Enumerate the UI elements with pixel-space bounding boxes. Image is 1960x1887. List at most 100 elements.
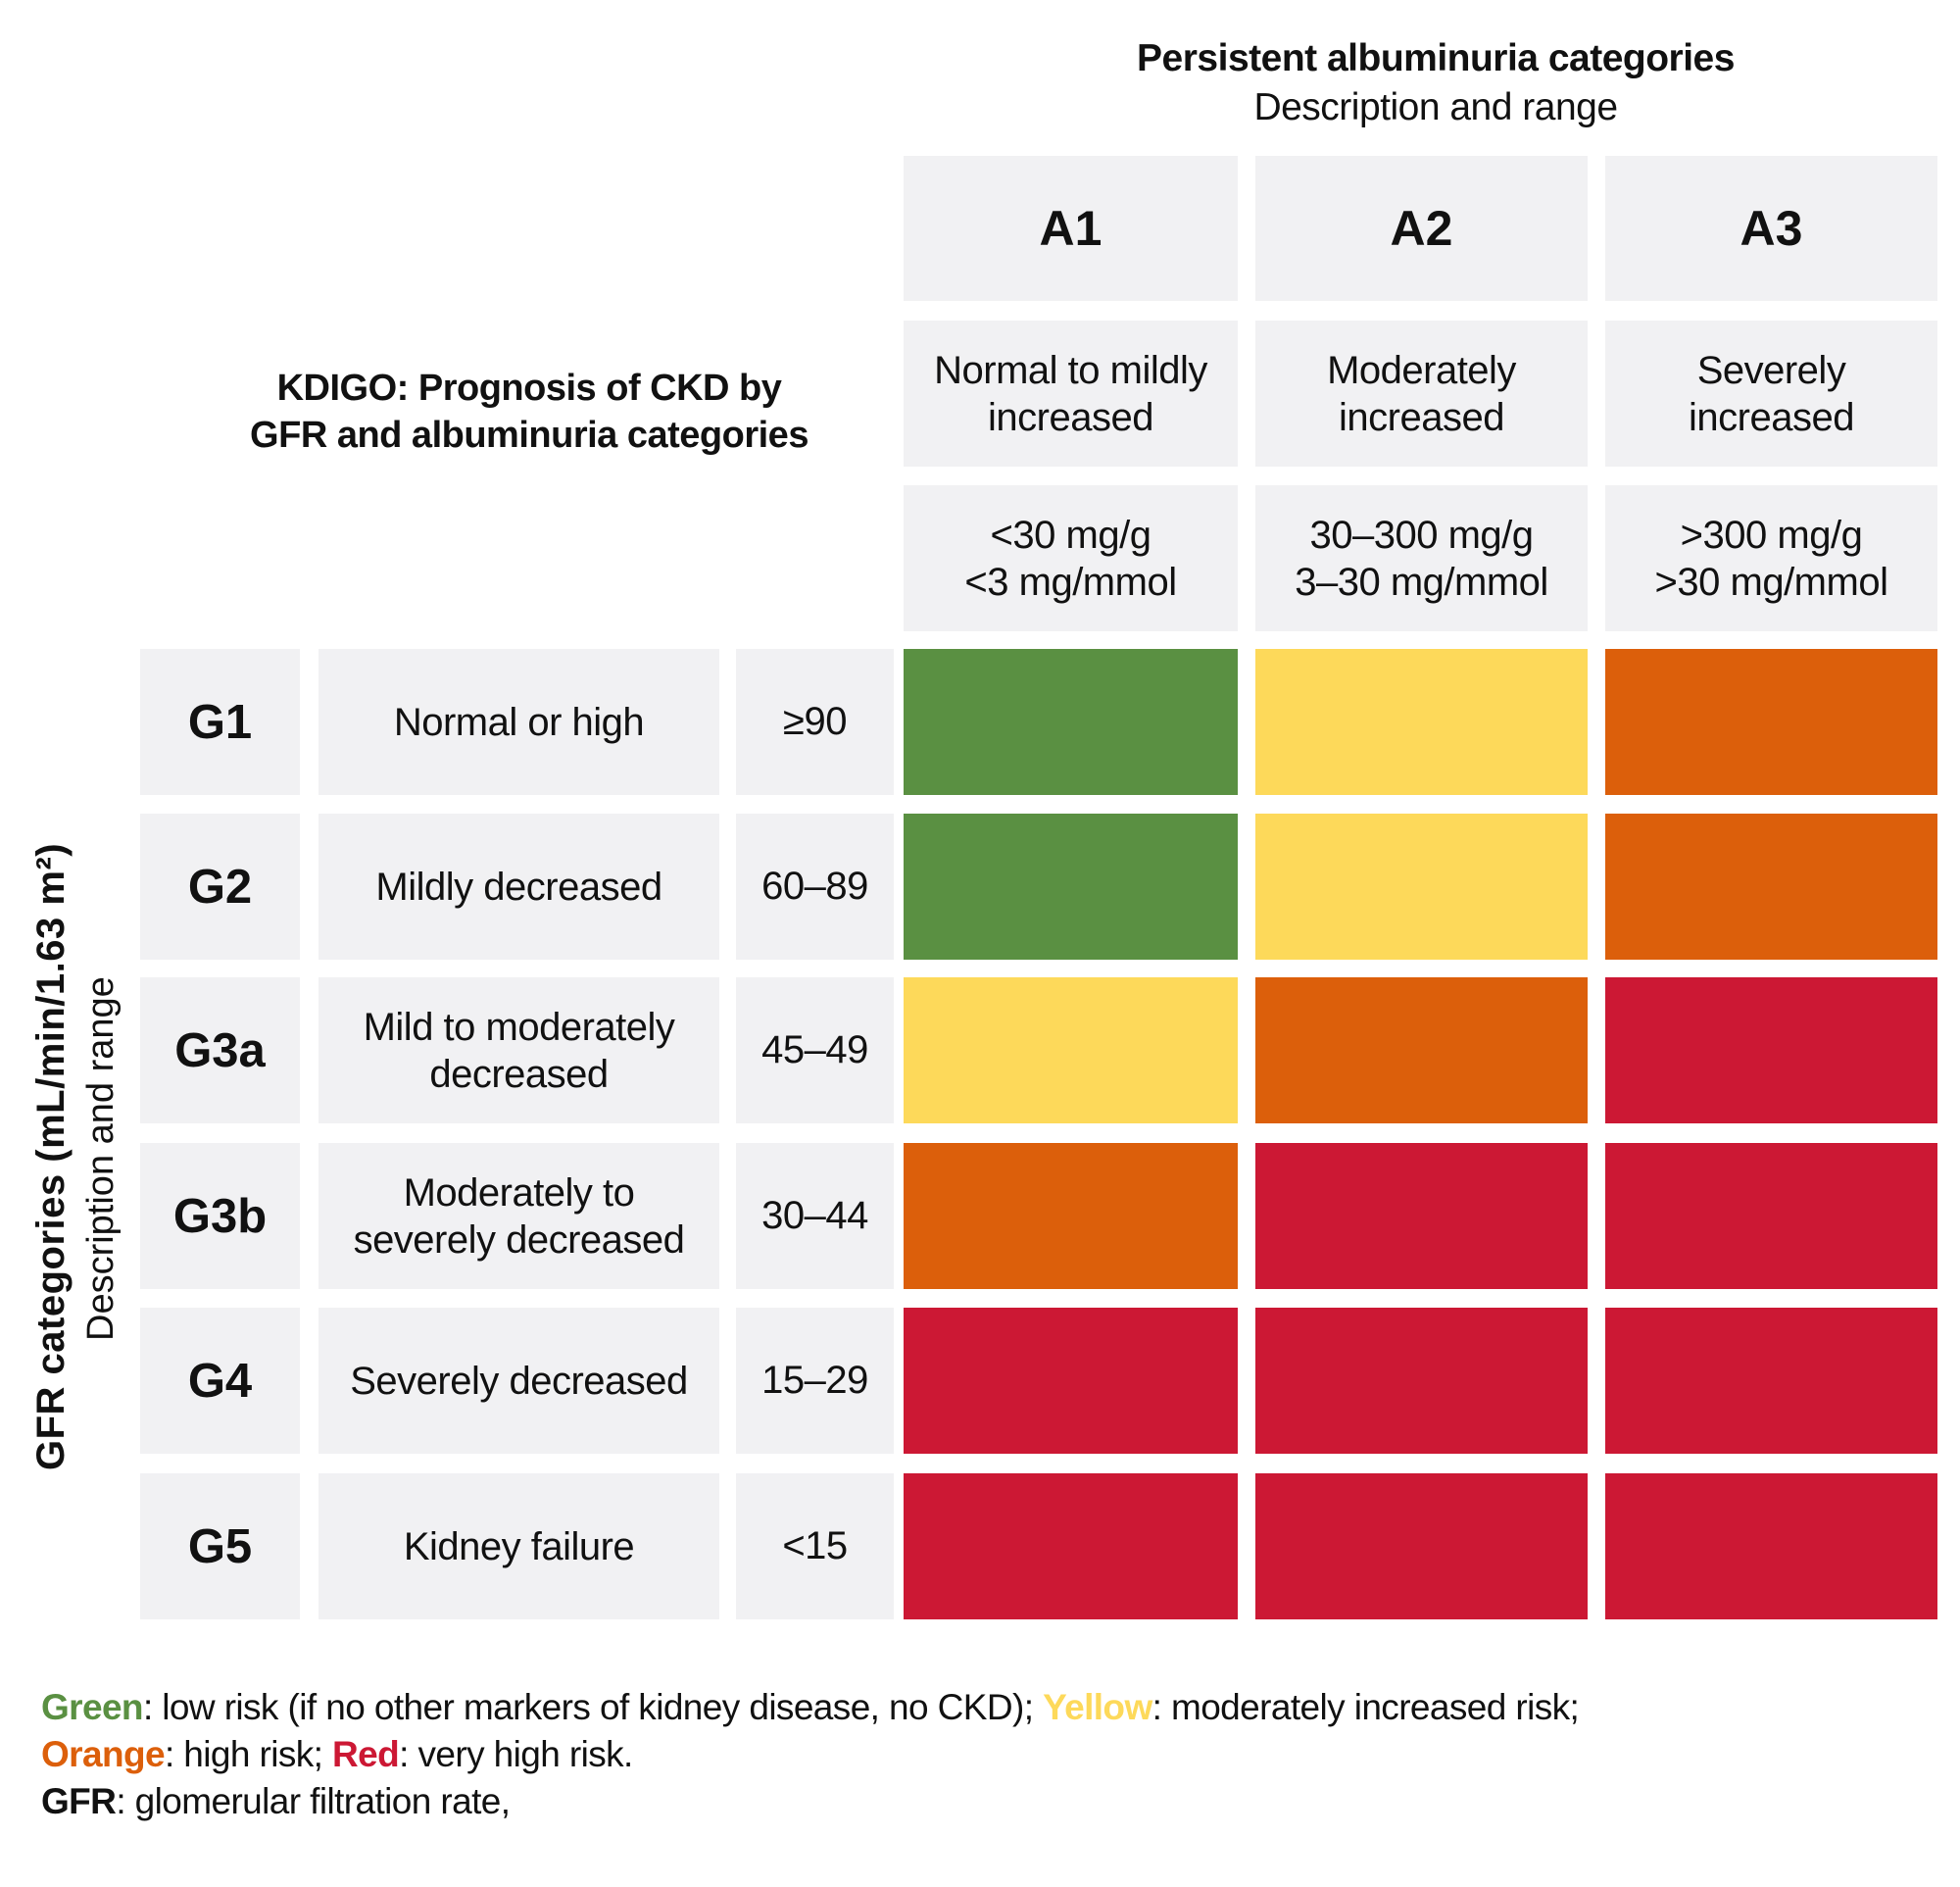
- risk-cell-g1-a1-green: [904, 649, 1238, 795]
- legend-red-text: : very high risk.: [399, 1734, 633, 1774]
- gfr-description: Kidney failure: [403, 1523, 635, 1570]
- gfr-axis-title: GFR categories (mL/min/1.63 m²): [29, 842, 73, 1470]
- chart-title-line-2: GFR and albuminuria categories: [250, 415, 808, 456]
- risk-cell-g5-a1-red: [904, 1473, 1238, 1619]
- albuminuria-range: 30–300 mg/g 3–30 mg/mmol: [1295, 512, 1548, 606]
- albuminuria-code: A1: [1039, 201, 1102, 256]
- risk-cell-g3b-a2-red: [1255, 1143, 1588, 1289]
- gfr-description-cell: Moderately to severely decreased: [318, 1143, 719, 1289]
- albuminuria-range-cell: <30 mg/g <3 mg/mmol: [904, 485, 1238, 631]
- gfr-description: Normal or high: [393, 699, 645, 746]
- risk-cell-g2-a3-orange: [1605, 814, 1937, 960]
- gfr-code: G5: [187, 1519, 253, 1573]
- albuminuria-range-line: 3–30 mg/mmol: [1295, 560, 1548, 604]
- risk-cell-g5-a3-red: [1605, 1473, 1937, 1619]
- gfr-axis-subtitle: Description and range: [80, 976, 122, 1341]
- gfr-description-line: Mild to moderately: [363, 1005, 675, 1049]
- gfr-range: 60–89: [761, 865, 868, 908]
- gfr-range: ≥90: [783, 700, 847, 743]
- gfr-description: Mild to moderately decreased: [364, 1004, 675, 1098]
- gfr-code: G1: [187, 695, 253, 749]
- risk-cell-g4-a3-red: [1605, 1308, 1937, 1454]
- legend-line-2: Orange: high risk; Red: very high risk.: [41, 1731, 1579, 1778]
- gfr-range: <15: [782, 1524, 848, 1567]
- albuminuria-description-line: Normal to mildly: [934, 348, 1207, 392]
- gfr-code-cell: G2: [140, 814, 300, 960]
- gfr-range-cell: 15–29: [736, 1308, 894, 1454]
- albuminuria-range-line: <3 mg/mmol: [964, 560, 1177, 604]
- albuminuria-range-line: <30 mg/g: [990, 513, 1152, 557]
- albuminuria-header-title: Persistent albuminuria categories: [1137, 37, 1735, 79]
- gfr-code: G3b: [172, 1189, 268, 1243]
- gfr-range-cell: 60–89: [736, 814, 894, 960]
- albuminuria-description-line: Moderately: [1327, 348, 1516, 392]
- legend-gfr-label: GFR: [41, 1781, 117, 1821]
- gfr-description-line: Severely decreased: [350, 1359, 688, 1403]
- albuminuria-description: Severely increased: [1689, 347, 1854, 441]
- gfr-code: G2: [187, 860, 253, 914]
- legend-yellow-label: Yellow: [1043, 1687, 1152, 1727]
- legend-green-label: Green: [41, 1687, 144, 1727]
- legend-line-1: Green: low risk (if no other markers of …: [41, 1684, 1580, 1731]
- gfr-range: 45–49: [761, 1028, 868, 1071]
- chart-title-line-1: KDIGO: Prognosis of CKD by: [276, 368, 782, 409]
- albuminuria-description-line: Severely: [1696, 348, 1846, 392]
- gfr-description-cell: Mildly decreased: [318, 814, 719, 960]
- albuminuria-description: Moderately increased: [1327, 347, 1516, 441]
- risk-cell-g2-a1-green: [904, 814, 1238, 960]
- gfr-description: Mildly decreased: [375, 864, 662, 911]
- albuminuria-range-line: >30 mg/mmol: [1654, 560, 1888, 604]
- legend-green-text: : low risk (if no other markers of kidne…: [142, 1687, 1044, 1727]
- albuminuria-description-cell: Moderately increased: [1255, 321, 1588, 467]
- risk-cell-g3a-a1-yellow: [904, 977, 1238, 1123]
- gfr-range-cell: 30–44: [736, 1143, 894, 1289]
- albuminuria-header-subtitle: Description and range: [1253, 86, 1618, 128]
- albuminuria-description-line: increased: [1689, 395, 1854, 439]
- gfr-range-cell: 45–49: [736, 977, 894, 1123]
- risk-cell-g1-a3-orange: [1605, 649, 1937, 795]
- gfr-description-cell: Kidney failure: [318, 1473, 719, 1619]
- risk-cell-g3b-a1-orange: [904, 1143, 1238, 1289]
- legend-line-3: GFR: glomerular filtration rate,: [41, 1778, 1579, 1825]
- gfr-description-line: Kidney failure: [403, 1524, 635, 1568]
- albuminuria-description-cell: Severely increased: [1605, 321, 1937, 467]
- albuminuria-code-cell: A1: [904, 156, 1238, 301]
- gfr-description-line: Normal or high: [393, 700, 645, 744]
- risk-cell-g1-a2-yellow: [1255, 649, 1588, 795]
- legend-orange-label: Orange: [41, 1734, 166, 1774]
- gfr-description-line: Mildly decreased: [375, 865, 662, 909]
- gfr-range-cell: ≥90: [736, 649, 894, 795]
- gfr-description-cell: Severely decreased: [318, 1308, 719, 1454]
- risk-cell-g5-a2-red: [1255, 1473, 1588, 1619]
- albuminuria-code: A2: [1390, 201, 1453, 256]
- legend-orange-text: : high risk;: [164, 1734, 333, 1774]
- albuminuria-range: >300 mg/g >30 mg/mmol: [1655, 512, 1888, 606]
- gfr-description-cell: Normal or high: [318, 649, 719, 795]
- legend-red-label: Red: [332, 1734, 400, 1774]
- risk-cell-g4-a1-red: [904, 1308, 1238, 1454]
- gfr-code-cell: G3a: [140, 977, 300, 1123]
- risk-cell-g3a-a3-red: [1605, 977, 1937, 1123]
- albuminuria-description-line: increased: [988, 395, 1153, 439]
- legend-gfr-text: : glomerular filtration rate,: [116, 1781, 511, 1821]
- albuminuria-code-cell: A3: [1605, 156, 1937, 301]
- albuminuria-range-cell: >300 mg/g >30 mg/mmol: [1605, 485, 1937, 631]
- gfr-range-cell: <15: [736, 1473, 894, 1619]
- albuminuria-code-cell: A2: [1255, 156, 1588, 301]
- albuminuria-code: A3: [1740, 201, 1803, 256]
- gfr-description: Moderately to severely decreased: [354, 1169, 685, 1264]
- albuminuria-description-cell: Normal to mildly increased: [904, 321, 1238, 467]
- legend: Green: low risk (if no other markers of …: [41, 1684, 1580, 1825]
- chart-title: KDIGO: Prognosis of CKD by GFR and album…: [147, 365, 911, 459]
- risk-cell-g3a-a2-orange: [1255, 977, 1588, 1123]
- gfr-code: G4: [187, 1354, 253, 1408]
- gfr-description-cell: Mild to moderately decreased: [318, 977, 719, 1123]
- albuminuria-range: <30 mg/g <3 mg/mmol: [964, 512, 1177, 606]
- gfr-code-cell: G5: [140, 1473, 300, 1619]
- gfr-description: Severely decreased: [350, 1358, 688, 1405]
- gfr-description-line: severely decreased: [353, 1217, 685, 1262]
- albuminuria-description: Normal to mildly increased: [934, 347, 1207, 441]
- albuminuria-description-line: increased: [1339, 395, 1504, 439]
- albuminuria-range-cell: 30–300 mg/g 3–30 mg/mmol: [1255, 485, 1588, 631]
- gfr-code-cell: G3b: [140, 1143, 300, 1289]
